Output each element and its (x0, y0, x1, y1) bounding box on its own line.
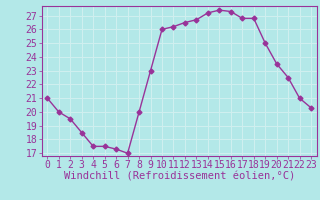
X-axis label: Windchill (Refroidissement éolien,°C): Windchill (Refroidissement éolien,°C) (64, 172, 295, 182)
